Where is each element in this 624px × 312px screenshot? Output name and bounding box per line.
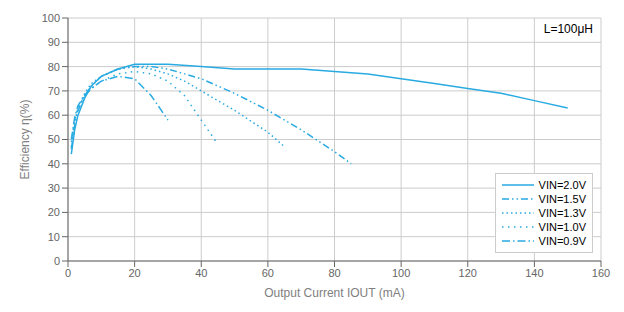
svg-text:20: 20 — [48, 206, 60, 218]
svg-text:80: 80 — [48, 61, 60, 73]
html-text:VIN=1.5V: VIN=1.5V — [538, 193, 586, 205]
svg-text:80: 80 — [328, 267, 340, 279]
svg-text:100: 100 — [42, 12, 60, 24]
html-text:L=100μH: L=100μH — [543, 22, 593, 36]
html-text:VIN=1.0V: VIN=1.0V — [538, 221, 586, 233]
svg-text:70: 70 — [48, 85, 60, 97]
svg-text:140: 140 — [525, 267, 543, 279]
svg-text:120: 120 — [459, 267, 477, 279]
svg-text:30: 30 — [48, 182, 60, 194]
svg-text:90: 90 — [48, 36, 60, 48]
svg-text:0: 0 — [54, 255, 60, 267]
svg-text:Efficiency η(%): Efficiency η(%) — [18, 100, 32, 180]
svg-text:Output Current IOUT (mA): Output Current IOUT (mA) — [264, 286, 404, 300]
svg-text:160: 160 — [592, 267, 610, 279]
svg-text:60: 60 — [262, 267, 274, 279]
svg-text:60: 60 — [48, 109, 60, 121]
svg-text:50: 50 — [48, 133, 60, 145]
svg-text:20: 20 — [129, 267, 141, 279]
svg-text:40: 40 — [195, 267, 207, 279]
svg-text:0: 0 — [65, 267, 71, 279]
svg-text:10: 10 — [48, 231, 60, 243]
svg-text:100: 100 — [392, 267, 410, 279]
html-text:VIN=2.0V: VIN=2.0V — [538, 179, 586, 191]
html-text:VIN=0.9V: VIN=0.9V — [538, 235, 586, 247]
html-text:VIN=1.3V: VIN=1.3V — [538, 207, 586, 219]
svg-text:40: 40 — [48, 158, 60, 170]
